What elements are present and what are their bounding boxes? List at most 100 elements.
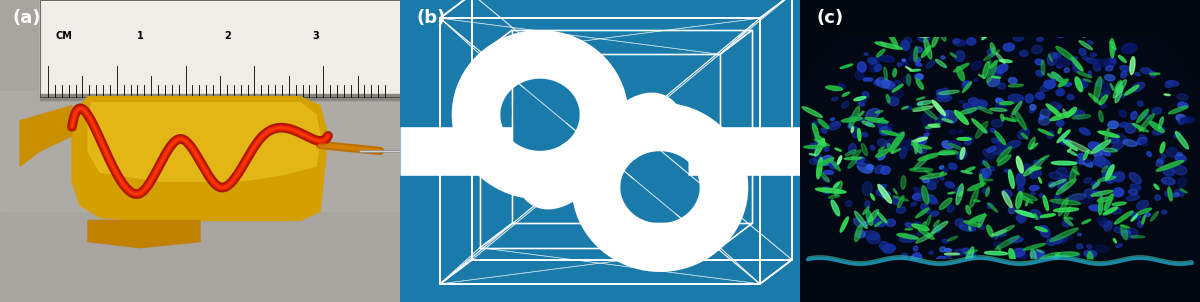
Ellipse shape xyxy=(1056,236,1063,242)
Ellipse shape xyxy=(1063,218,1073,226)
Ellipse shape xyxy=(913,137,928,142)
Ellipse shape xyxy=(1060,237,1067,243)
Ellipse shape xyxy=(884,67,887,80)
Ellipse shape xyxy=(986,146,996,153)
Ellipse shape xyxy=(1067,140,1092,154)
Ellipse shape xyxy=(1084,153,1087,158)
Ellipse shape xyxy=(954,63,968,72)
Ellipse shape xyxy=(1097,197,1112,202)
Ellipse shape xyxy=(1141,112,1150,119)
Ellipse shape xyxy=(835,181,842,196)
Ellipse shape xyxy=(959,108,977,114)
Ellipse shape xyxy=(870,57,880,72)
Ellipse shape xyxy=(892,84,904,92)
Ellipse shape xyxy=(968,214,986,223)
Ellipse shape xyxy=(986,61,997,83)
Ellipse shape xyxy=(1048,53,1057,65)
Ellipse shape xyxy=(962,81,971,86)
Ellipse shape xyxy=(854,97,866,101)
Ellipse shape xyxy=(1100,150,1110,156)
Ellipse shape xyxy=(924,133,929,137)
Ellipse shape xyxy=(822,187,830,194)
Ellipse shape xyxy=(1099,220,1110,227)
Ellipse shape xyxy=(1020,50,1028,56)
Ellipse shape xyxy=(1175,190,1184,196)
Ellipse shape xyxy=(934,225,942,233)
Ellipse shape xyxy=(877,212,887,223)
Polygon shape xyxy=(800,260,1200,302)
Ellipse shape xyxy=(982,159,988,165)
Ellipse shape xyxy=(995,131,1006,145)
Ellipse shape xyxy=(1066,235,1072,240)
Ellipse shape xyxy=(1056,120,1064,126)
Ellipse shape xyxy=(888,31,898,48)
Ellipse shape xyxy=(838,156,841,164)
Ellipse shape xyxy=(1008,237,1024,243)
Ellipse shape xyxy=(930,211,940,216)
Ellipse shape xyxy=(1094,151,1102,159)
Ellipse shape xyxy=(1016,214,1026,222)
Ellipse shape xyxy=(1076,244,1082,249)
Ellipse shape xyxy=(1174,193,1180,197)
Ellipse shape xyxy=(940,31,946,41)
Ellipse shape xyxy=(878,185,892,203)
Ellipse shape xyxy=(961,171,972,174)
Ellipse shape xyxy=(925,124,940,128)
Bar xyxy=(40,0,400,97)
Ellipse shape xyxy=(955,187,964,194)
Polygon shape xyxy=(1128,0,1200,85)
Ellipse shape xyxy=(954,40,966,46)
Ellipse shape xyxy=(940,88,949,99)
Ellipse shape xyxy=(913,47,918,61)
Ellipse shape xyxy=(1030,171,1042,178)
Ellipse shape xyxy=(985,172,990,177)
Ellipse shape xyxy=(880,242,890,251)
Ellipse shape xyxy=(1018,128,1030,139)
Ellipse shape xyxy=(1039,194,1044,198)
Ellipse shape xyxy=(1181,117,1194,123)
Ellipse shape xyxy=(1057,65,1062,68)
Ellipse shape xyxy=(881,42,886,47)
Ellipse shape xyxy=(512,85,568,139)
Ellipse shape xyxy=(856,157,865,163)
Ellipse shape xyxy=(839,83,845,89)
Ellipse shape xyxy=(1147,152,1152,156)
Ellipse shape xyxy=(1111,143,1123,150)
Ellipse shape xyxy=(893,197,900,204)
Ellipse shape xyxy=(978,74,985,78)
Ellipse shape xyxy=(1092,59,1108,66)
Ellipse shape xyxy=(1115,86,1121,93)
Ellipse shape xyxy=(983,149,995,159)
Ellipse shape xyxy=(1039,226,1049,233)
Ellipse shape xyxy=(812,143,821,149)
Ellipse shape xyxy=(881,131,899,136)
Ellipse shape xyxy=(1030,159,1044,172)
Ellipse shape xyxy=(1039,226,1050,237)
Ellipse shape xyxy=(1122,234,1133,239)
Ellipse shape xyxy=(1091,190,1112,196)
Ellipse shape xyxy=(1109,207,1122,214)
Ellipse shape xyxy=(1098,131,1120,137)
Ellipse shape xyxy=(905,223,912,227)
Ellipse shape xyxy=(870,146,875,150)
Ellipse shape xyxy=(914,141,917,154)
Ellipse shape xyxy=(1049,179,1066,186)
Ellipse shape xyxy=(1046,104,1061,117)
Ellipse shape xyxy=(979,174,983,186)
Ellipse shape xyxy=(1063,140,1070,145)
Ellipse shape xyxy=(1000,102,1014,104)
Ellipse shape xyxy=(1099,111,1103,122)
Ellipse shape xyxy=(1067,95,1074,100)
Ellipse shape xyxy=(984,258,990,262)
Ellipse shape xyxy=(866,78,872,81)
Ellipse shape xyxy=(1099,95,1108,104)
Ellipse shape xyxy=(1050,228,1079,242)
Ellipse shape xyxy=(815,134,826,146)
Ellipse shape xyxy=(935,227,940,233)
Ellipse shape xyxy=(1114,227,1123,233)
Ellipse shape xyxy=(910,69,920,71)
Ellipse shape xyxy=(1001,114,1004,121)
Ellipse shape xyxy=(1166,81,1178,86)
Ellipse shape xyxy=(1104,221,1112,231)
Ellipse shape xyxy=(936,33,943,38)
